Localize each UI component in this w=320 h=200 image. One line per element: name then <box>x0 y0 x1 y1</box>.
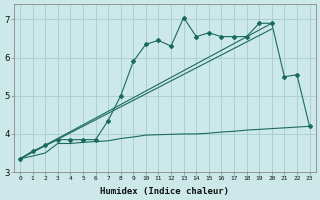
X-axis label: Humidex (Indice chaleur): Humidex (Indice chaleur) <box>100 187 229 196</box>
